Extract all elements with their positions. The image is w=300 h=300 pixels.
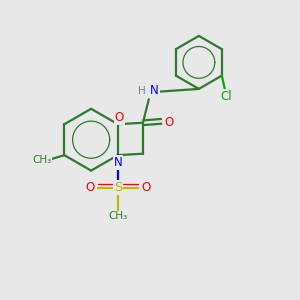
Text: N: N [150, 85, 159, 98]
Text: O: O [141, 181, 151, 194]
Text: H: H [138, 86, 145, 96]
Text: Cl: Cl [220, 90, 232, 103]
Text: O: O [164, 116, 173, 129]
Text: N: N [113, 156, 122, 169]
Text: O: O [85, 181, 94, 194]
Text: S: S [114, 181, 122, 194]
Text: CH₃: CH₃ [108, 211, 128, 221]
Text: CH₃: CH₃ [33, 154, 52, 165]
Text: O: O [115, 111, 124, 124]
